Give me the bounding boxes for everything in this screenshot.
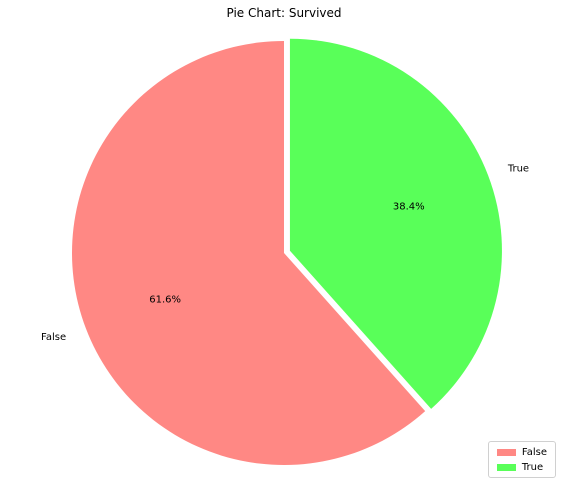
chart-title: Pie Chart: Survived xyxy=(226,6,341,20)
legend-label-false: False xyxy=(521,447,547,458)
pct-label-false: 61.6% xyxy=(149,294,181,305)
legend-entry-true: True xyxy=(496,460,547,475)
legend-swatch-false xyxy=(496,449,516,456)
legend-label-true: True xyxy=(521,462,544,473)
pie-slice-true xyxy=(289,38,502,409)
slice-label-true: True xyxy=(507,164,529,175)
pie-slice-false xyxy=(72,41,426,465)
legend-swatch-true xyxy=(496,464,516,471)
pie-labels: False 61.6% True 38.4% xyxy=(41,164,529,343)
slice-label-false: False xyxy=(41,332,66,343)
pie-slices xyxy=(72,38,502,465)
pct-label-true: 38.4% xyxy=(393,201,425,212)
legend: False True xyxy=(487,441,556,478)
legend-entry-false: False xyxy=(496,445,547,460)
